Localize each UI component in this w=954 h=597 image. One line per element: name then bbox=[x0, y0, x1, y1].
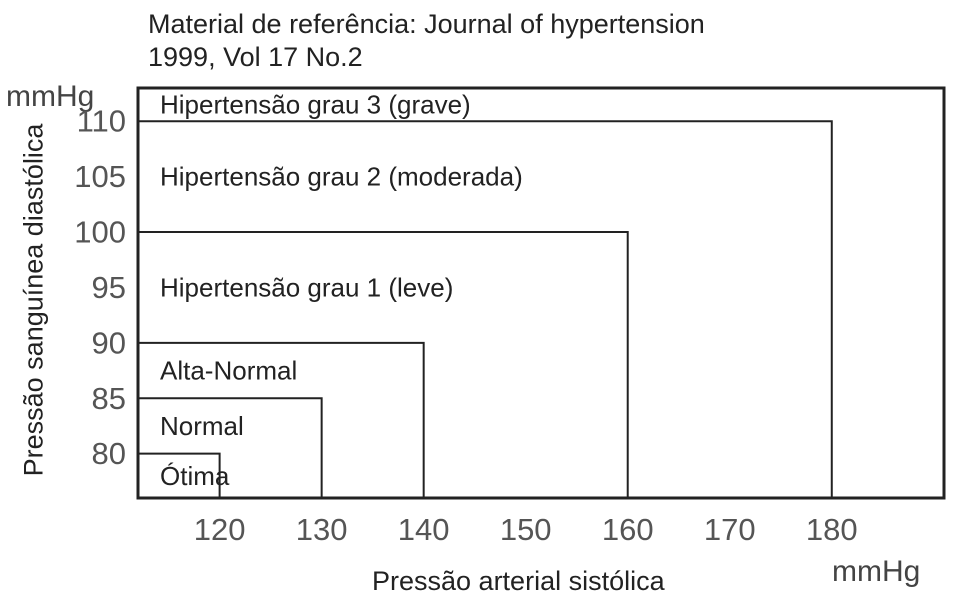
y-tick-label-6: 110 bbox=[77, 104, 126, 139]
y-tick-label-4: 100 bbox=[74, 215, 126, 250]
plot-frame bbox=[136, 86, 946, 500]
y-tick-label-0: 80 bbox=[92, 436, 126, 471]
zone-boundary-1 bbox=[138, 120, 833, 498]
zone-boundary-5 bbox=[138, 452, 221, 498]
x-tick-label-6: 180 bbox=[806, 512, 858, 547]
zone-boundary-4 bbox=[138, 397, 323, 498]
zone-boundary-3 bbox=[138, 341, 425, 498]
x-tick-label-1: 130 bbox=[296, 512, 348, 547]
x-tick-label-5: 170 bbox=[704, 512, 756, 547]
y-tick-label-3: 95 bbox=[92, 270, 126, 305]
zone-label-3: Alta-Normal bbox=[160, 356, 297, 386]
x-axis-label: Pressão arterial sistólica bbox=[372, 566, 665, 596]
source-line-1: Material de referência: Journal of hyper… bbox=[148, 9, 705, 39]
zone-label-5: Ótima bbox=[160, 461, 230, 491]
source-line-2: 1999, Vol 17 No.2 bbox=[148, 42, 363, 72]
source-reference: Material de referência: Journal of hyper… bbox=[148, 8, 705, 74]
zone-label-1: Hipertensão grau 2 (moderada) bbox=[160, 162, 523, 192]
zone-label-0: Hipertensão grau 3 (grave) bbox=[160, 90, 471, 120]
x-tick-label-2: 140 bbox=[398, 512, 450, 547]
x-axis-unit: mmHg bbox=[832, 555, 921, 588]
x-tick-label-0: 120 bbox=[194, 512, 246, 547]
y-tick-label-1: 85 bbox=[92, 381, 126, 416]
y-tick-label-5: 105 bbox=[74, 159, 126, 194]
zone-label-2: Hipertensão grau 1 (leve) bbox=[160, 272, 453, 302]
x-tick-label-4: 160 bbox=[602, 512, 654, 547]
y-axis-unit: mmHg bbox=[6, 80, 95, 113]
x-tick-label-3: 150 bbox=[500, 512, 552, 547]
zone-label-4: Normal bbox=[160, 411, 244, 441]
y-tick-label-2: 90 bbox=[92, 325, 126, 360]
zone-boundary-2 bbox=[138, 231, 629, 498]
